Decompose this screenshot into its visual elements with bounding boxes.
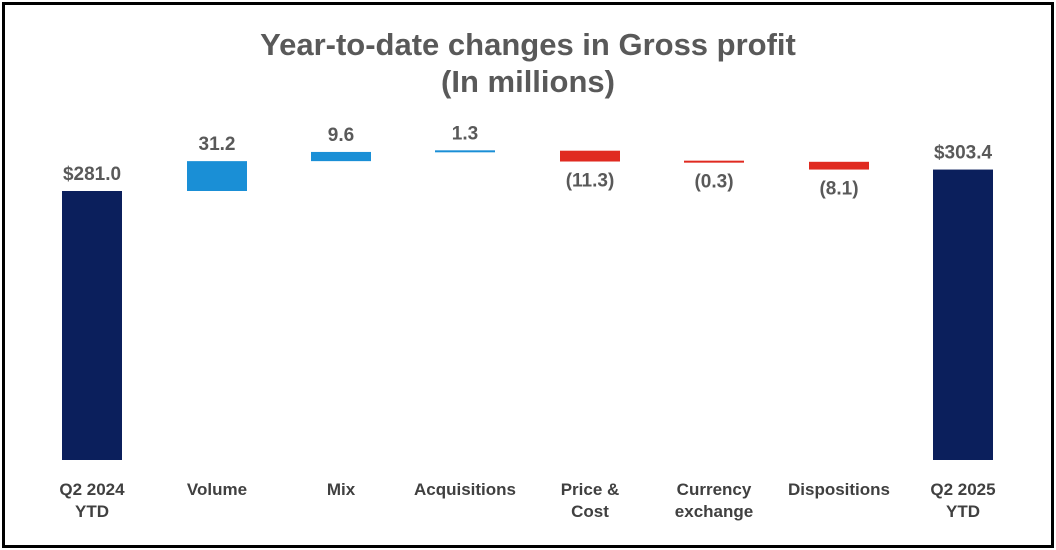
bar-1 xyxy=(187,161,247,191)
category-label-6-0: Dispositions xyxy=(788,480,890,499)
category-label-4-1: Cost xyxy=(571,502,609,521)
data-label-1: 31.2 xyxy=(199,134,236,155)
category-label-7-1: YTD xyxy=(946,502,980,521)
bar-3 xyxy=(435,150,495,153)
chart-title: Year-to-date changes in Gross profit (In… xyxy=(0,26,1056,100)
category-label-5-1: exchange xyxy=(675,502,753,521)
category-label-0-1: YTD xyxy=(75,502,109,521)
category-label-2-0: Mix xyxy=(327,480,356,499)
category-label-0-0: Q2 2024 xyxy=(59,480,125,499)
bar-4 xyxy=(560,150,620,162)
category-label-3-0: Acquisitions xyxy=(414,480,516,499)
data-label-2: 9.6 xyxy=(328,125,354,146)
chart-title-line-2: (In millions) xyxy=(441,64,615,99)
data-label-3: 1.3 xyxy=(452,123,478,144)
data-label-7: $303.4 xyxy=(934,143,993,164)
bar-5 xyxy=(684,160,744,163)
data-label-4: (11.3) xyxy=(566,171,615,192)
category-label-1-0: Volume xyxy=(187,480,247,499)
data-label-5: (0.3) xyxy=(694,172,733,193)
data-label-6: (8.1) xyxy=(819,179,858,200)
chart-title-line-1: Year-to-date changes in Gross profit xyxy=(260,27,796,62)
data-label-0: $281.0 xyxy=(63,164,121,185)
bar-6 xyxy=(809,161,869,170)
bar-7 xyxy=(933,169,993,460)
bar-0 xyxy=(62,191,122,460)
category-label-4-0: Price & xyxy=(561,480,620,499)
bar-2 xyxy=(311,151,371,162)
category-label-5-0: Currency xyxy=(677,480,752,499)
category-label-7-0: Q2 2025 xyxy=(930,480,995,499)
